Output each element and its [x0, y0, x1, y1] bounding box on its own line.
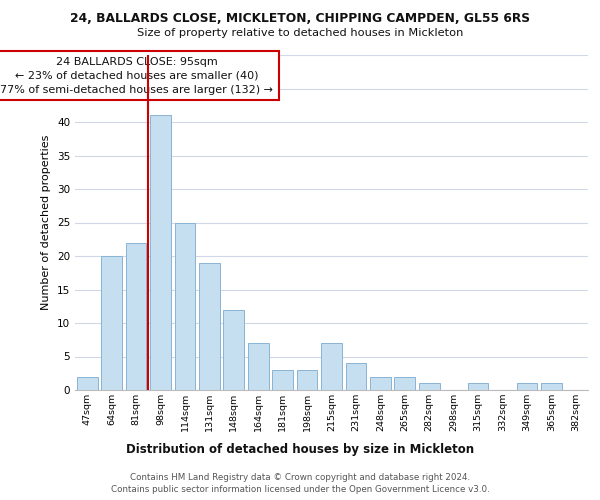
Bar	[517, 384, 538, 390]
Bar	[394, 376, 415, 390]
Bar	[321, 343, 342, 390]
Bar	[346, 363, 367, 390]
Text: Distribution of detached houses by size in Mickleton: Distribution of detached houses by size …	[126, 442, 474, 456]
Text: Size of property relative to detached houses in Mickleton: Size of property relative to detached ho…	[137, 28, 463, 38]
Bar	[77, 376, 98, 390]
Bar	[175, 222, 196, 390]
Bar	[296, 370, 317, 390]
Text: 24 BALLARDS CLOSE: 95sqm
← 23% of detached houses are smaller (40)
77% of semi-d: 24 BALLARDS CLOSE: 95sqm ← 23% of detach…	[0, 56, 273, 94]
Bar	[248, 343, 269, 390]
Bar	[199, 262, 220, 390]
Bar	[541, 384, 562, 390]
Text: 24, BALLARDS CLOSE, MICKLETON, CHIPPING CAMPDEN, GL55 6RS: 24, BALLARDS CLOSE, MICKLETON, CHIPPING …	[70, 12, 530, 26]
Bar	[419, 384, 440, 390]
Bar	[150, 116, 171, 390]
Bar	[101, 256, 122, 390]
Text: Contains HM Land Registry data © Crown copyright and database right 2024.
Contai: Contains HM Land Registry data © Crown c…	[110, 472, 490, 494]
Bar	[272, 370, 293, 390]
Y-axis label: Number of detached properties: Number of detached properties	[41, 135, 52, 310]
Bar	[467, 384, 488, 390]
Bar	[125, 242, 146, 390]
Bar	[223, 310, 244, 390]
Bar	[370, 376, 391, 390]
